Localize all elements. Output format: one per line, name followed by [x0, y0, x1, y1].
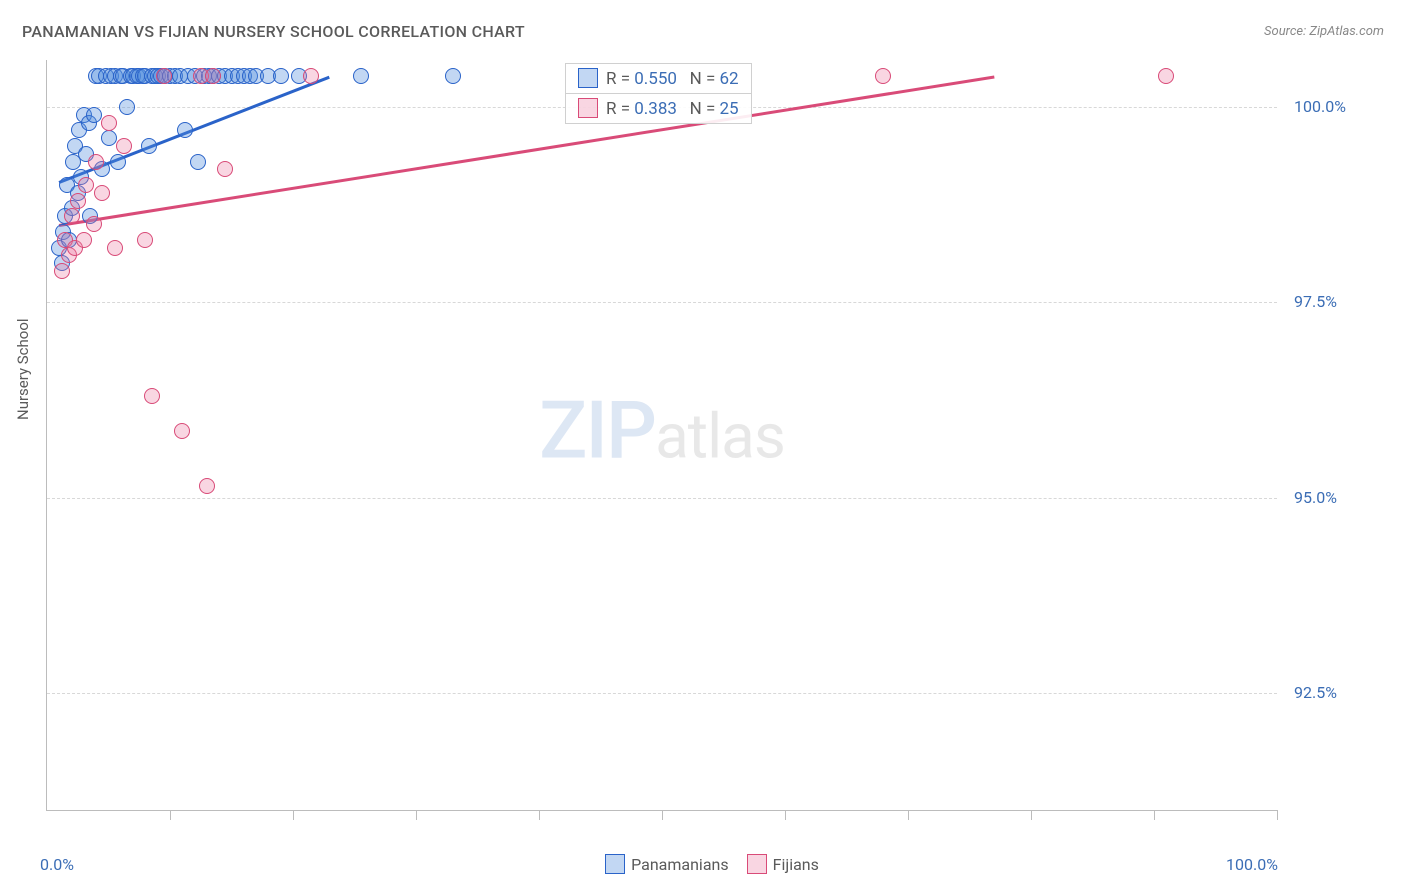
scatter-point: [303, 68, 319, 84]
x-tick: [293, 810, 294, 820]
x-tick: [539, 810, 540, 820]
scatter-point: [875, 68, 891, 84]
scatter-point: [137, 232, 153, 248]
scatter-point: [78, 177, 94, 193]
x-tick: [1031, 810, 1032, 820]
watermark-atlas: atlas: [655, 400, 785, 473]
scatter-point: [70, 193, 86, 209]
scatter-point: [107, 240, 123, 256]
scatter-point: [445, 68, 461, 84]
y-tick-label: 97.5%: [1294, 292, 1337, 311]
scatter-point: [156, 68, 172, 84]
r-value: 0.383: [634, 99, 677, 119]
regression-line: [59, 76, 994, 227]
scatter-point: [205, 68, 221, 84]
legend-label: Fijians: [773, 855, 819, 874]
scatter-point: [141, 138, 157, 154]
watermark: ZIPatlas: [539, 383, 785, 477]
x-tick: [662, 810, 663, 820]
legend-swatch-icon: [578, 98, 598, 118]
scatter-point: [353, 68, 369, 84]
scatter-point: [144, 388, 160, 404]
y-tick-label: 100.0%: [1294, 97, 1346, 116]
scatter-point: [273, 68, 289, 84]
x-axis-label: 100.0%: [1226, 855, 1278, 874]
gridline: [47, 498, 1277, 499]
scatter-point: [174, 423, 190, 439]
legend-swatch-icon: [578, 68, 598, 88]
x-tick: [1277, 810, 1278, 820]
scatter-point: [1158, 68, 1174, 84]
n-value: 62: [720, 69, 739, 89]
source-label: Source: ZipAtlas.com: [1264, 24, 1384, 39]
scatter-point: [119, 99, 135, 115]
scatter-point: [101, 115, 117, 131]
x-tick: [1154, 810, 1155, 820]
scatter-point: [101, 130, 117, 146]
stat-box: R = 0.550 N = 62R = 0.383 N = 25: [565, 63, 752, 123]
plot-area: ZIPatlas: [46, 60, 1277, 811]
x-axis-label: 0.0%: [40, 855, 74, 874]
scatter-point: [64, 208, 80, 224]
scatter-point: [199, 478, 215, 494]
y-axis-label: Nursery School: [14, 318, 32, 420]
y-tick-label: 92.5%: [1294, 683, 1337, 702]
scatter-point: [76, 232, 92, 248]
gridline: [47, 693, 1277, 694]
n-value: 25: [720, 99, 739, 119]
scatter-point: [54, 263, 70, 279]
x-tick: [785, 810, 786, 820]
r-value: 0.550: [634, 69, 677, 89]
chart-title: PANAMANIAN VS FIJIAN NURSERY SCHOOL CORR…: [22, 22, 525, 41]
scatter-point: [217, 161, 233, 177]
legend-label: Panamanians: [631, 855, 729, 874]
stat-row: R = 0.550 N = 62: [565, 63, 752, 94]
x-tick: [908, 810, 909, 820]
scatter-point: [88, 154, 104, 170]
scatter-point: [86, 216, 102, 232]
scatter-point: [116, 138, 132, 154]
scatter-point: [177, 122, 193, 138]
legend-swatch-icon: [605, 854, 625, 874]
legend-bottom: Panamanians Fijians: [0, 854, 1406, 874]
gridline: [47, 302, 1277, 303]
watermark-zip: ZIP: [539, 383, 655, 477]
legend-swatch-icon: [747, 854, 767, 874]
scatter-point: [86, 107, 102, 123]
x-tick: [416, 810, 417, 820]
y-tick-label: 95.0%: [1294, 488, 1337, 507]
stat-row: R = 0.383 N = 25: [565, 93, 752, 124]
scatter-point: [110, 154, 126, 170]
scatter-point: [94, 185, 110, 201]
scatter-point: [190, 154, 206, 170]
x-tick: [170, 810, 171, 820]
